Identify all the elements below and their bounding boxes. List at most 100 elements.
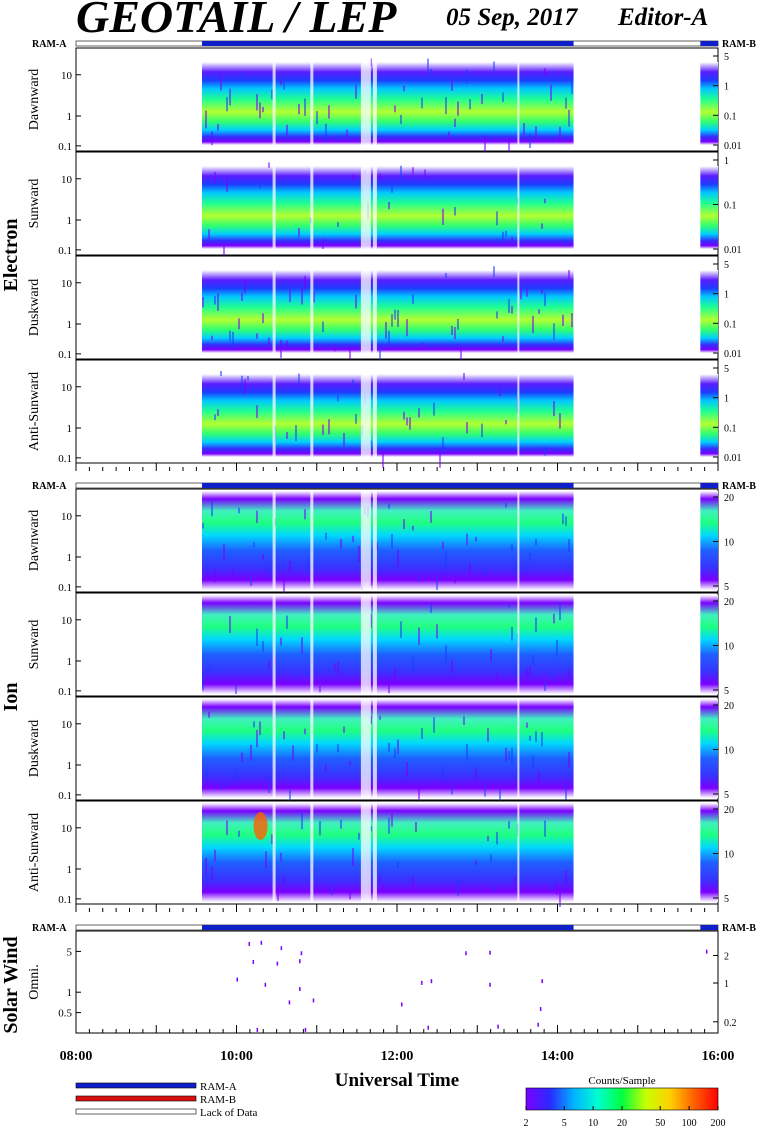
spectrogram-texture — [543, 68, 546, 76]
spectrogram-texture — [444, 551, 447, 569]
scatter-point — [401, 1002, 403, 1007]
spectrogram-texture — [240, 375, 243, 391]
spectrogram-texture — [501, 92, 504, 102]
data-gap — [310, 698, 314, 799]
spectrogram-texture — [492, 266, 495, 277]
spectrogram-texture — [453, 207, 456, 216]
spectrogram-fill — [700, 62, 718, 145]
spectrogram-texture — [510, 626, 513, 641]
spectrogram-texture — [228, 88, 231, 106]
data-gap — [372, 490, 377, 591]
spectrogram-texture — [255, 333, 258, 339]
spectrogram-texture — [399, 165, 402, 183]
spectrogram-fill — [700, 803, 718, 902]
spectrogram-texture — [348, 346, 351, 359]
y-tick-label: 1 — [67, 423, 73, 435]
spectrogram-texture — [396, 739, 399, 754]
spectrogram-texture — [213, 414, 216, 421]
spectrogram-texture — [558, 413, 561, 429]
spectrogram-texture — [501, 336, 504, 342]
spectrogram-texture — [285, 124, 288, 136]
spectrogram-texture — [441, 437, 444, 455]
spectrogram-texture — [267, 564, 270, 578]
spectrogram-texture — [567, 669, 570, 677]
spectrogram-texture — [507, 137, 510, 152]
spectrogram-texture — [543, 292, 546, 307]
y-tick-label: 1 — [67, 319, 73, 331]
spectrogram-texture — [312, 868, 315, 880]
spectrogram-texture — [267, 775, 270, 794]
spectrogram-texture — [234, 769, 237, 786]
data-gap — [517, 257, 520, 358]
spectrogram-texture — [543, 682, 546, 691]
spectrogram-texture — [243, 379, 246, 395]
spectrogram-texture — [483, 568, 486, 575]
spectrogram-texture — [414, 822, 417, 833]
y-tick-label: 1 — [67, 760, 73, 772]
data-gap — [360, 257, 371, 358]
spectrogram-texture — [303, 728, 306, 735]
spectrogram-fill — [700, 270, 718, 353]
spectrogram-texture — [354, 84, 357, 99]
data-gap — [517, 153, 520, 254]
spectrogram-texture — [393, 309, 396, 320]
spectrogram-texture — [336, 394, 339, 402]
x-tick-label: 08:00 — [60, 1049, 93, 1064]
spectrogram-texture — [333, 663, 336, 671]
spectrogram-texture — [519, 287, 522, 300]
spectrogram-texture — [507, 750, 510, 760]
spectrogram-texture — [240, 752, 243, 762]
spectrogram-texture — [411, 294, 414, 304]
right-tick-label: 5 — [724, 260, 729, 271]
data-gap — [360, 361, 371, 462]
spectrogram-texture — [387, 742, 390, 752]
spectrogram-texture — [327, 105, 330, 119]
spectrogram-texture — [423, 169, 426, 179]
spectrogram-texture — [474, 767, 477, 785]
legend-swatch — [75, 1082, 197, 1089]
spectrogram-texture — [396, 549, 399, 567]
spectrogram-texture — [555, 639, 558, 657]
spectrogram-texture — [543, 446, 546, 456]
right-tick-label: 0.1 — [724, 201, 737, 212]
spectrogram-texture — [510, 747, 513, 765]
spectrogram-texture — [444, 645, 447, 664]
x-axis-label: Universal Time — [335, 1070, 459, 1091]
scatter-point — [252, 959, 255, 964]
spectrogram-texture — [447, 131, 450, 141]
spectrogram-texture — [513, 664, 516, 678]
colorbar-tick-label: 100 — [682, 1118, 697, 1128]
spectrogram-texture — [321, 238, 324, 249]
right-tick-label: 0.01 — [724, 349, 742, 360]
legend-label: RAM-A — [200, 1081, 237, 1093]
data-gap — [517, 594, 520, 695]
y-tick-label: 1 — [67, 215, 73, 227]
spectrogram-texture — [255, 405, 258, 419]
spectrogram-texture — [420, 342, 423, 350]
data-gap — [372, 153, 377, 254]
spectrogram-texture — [288, 789, 291, 803]
scatter-point — [260, 940, 263, 945]
spectrogram-texture — [474, 536, 477, 542]
data-gap — [517, 490, 520, 591]
spectrogram-texture — [324, 764, 327, 772]
panel-ylabel: Dawnward — [27, 69, 42, 130]
scatter-point — [300, 951, 303, 956]
colorbar-tick-label: 50 — [655, 1118, 665, 1128]
spectrogram-texture — [561, 70, 564, 76]
scatter-point — [299, 959, 301, 964]
spectrogram-texture — [387, 678, 390, 694]
spectrogram-texture — [510, 306, 513, 314]
spectrogram-texture — [303, 98, 306, 116]
data-gap — [310, 49, 314, 150]
group-label: Electron — [0, 219, 22, 292]
spectrogram-texture — [387, 330, 390, 346]
spectrogram-texture — [336, 222, 339, 227]
right-tick-label: 10 — [724, 538, 734, 549]
scatter-point — [264, 982, 267, 987]
right-tick-label: 5 — [724, 582, 729, 593]
data-gap — [310, 802, 314, 903]
spectrogram-texture — [393, 105, 396, 113]
spectrogram-texture — [285, 615, 288, 629]
right-tick-label: 0.01 — [724, 245, 742, 256]
